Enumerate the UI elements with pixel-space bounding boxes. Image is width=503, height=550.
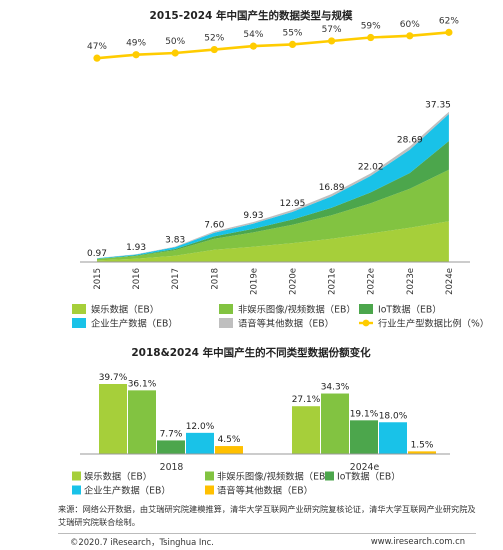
bar — [292, 406, 320, 454]
bar — [99, 384, 127, 454]
total-label: 12.95 — [280, 199, 306, 209]
total-label: 9.93 — [243, 211, 263, 221]
legend-swatch — [72, 318, 86, 328]
bar — [128, 390, 156, 454]
legend-swatch — [205, 485, 214, 495]
ratio-line — [96, 31, 450, 60]
bar-value-label: 1.5% — [411, 440, 434, 450]
bar-value-label: 34.3% — [321, 383, 350, 393]
legend-label: 企业生产数据（EB） — [91, 318, 178, 330]
area-chart: 2015-2024 年中国产生的数据类型与规模 47% 49% 50% 52% 54% 5… — [72, 9, 489, 330]
total-label: 37.35 — [425, 101, 451, 111]
bar-value-label: 4.5% — [218, 435, 241, 445]
ratio-label: 57% — [322, 25, 342, 35]
x-tick-label: 2018 — [210, 268, 220, 290]
footer-divider — [58, 533, 476, 534]
ratio-point — [445, 28, 453, 36]
ratio-point — [210, 45, 218, 54]
bar-value-label: 12.0% — [186, 422, 215, 432]
legend-label: 语音等其他数据（EB） — [217, 485, 313, 497]
ratio-label: 50% — [165, 37, 185, 47]
legend-swatch — [325, 471, 334, 481]
chart-1-title: 2015-2024 年中国产生的数据类型与规模 — [150, 9, 353, 22]
legend-label: 企业生产数据（EB） — [84, 485, 171, 497]
chart-2-title: 2018&2024 年中国产生的不同类型数据份额变化 — [131, 346, 371, 359]
legend-label: 非娱乐图像/视频数据（EB） — [217, 471, 335, 483]
legend-swatch — [219, 318, 233, 328]
legend-swatch — [359, 304, 373, 314]
footer-website: www.iresearch.com.cn — [370, 536, 465, 546]
bar-value-label: 27.1% — [292, 395, 321, 405]
ratio-point — [406, 32, 414, 40]
total-label: 22.02 — [358, 162, 384, 172]
ratio-point — [171, 49, 179, 57]
total-label: 7.60 — [204, 220, 224, 230]
x-tick-label: 2020e — [289, 268, 299, 295]
bar — [215, 446, 243, 454]
bar — [408, 451, 436, 454]
x-tick-label: 2021e — [328, 268, 338, 295]
ratio-point — [93, 54, 101, 62]
total-label: 28.69 — [397, 136, 423, 146]
legend-swatch — [72, 485, 81, 495]
category-label: 2024e — [350, 462, 380, 473]
x-tick-label: 2023e — [406, 268, 416, 295]
bar-value-label: 39.7% — [99, 373, 128, 383]
ratio-point — [367, 33, 375, 42]
area-series-4 — [97, 114, 449, 259]
area-series-1 — [97, 221, 449, 262]
bar-value-label: 7.7% — [160, 429, 183, 439]
legend-swatch — [219, 304, 233, 314]
ratio-label: 47% — [87, 42, 107, 52]
ratio-label: 55% — [282, 28, 302, 38]
bar-value-label: 19.1% — [350, 409, 379, 419]
bar — [186, 432, 214, 454]
x-tick-label: 2016 — [132, 268, 142, 290]
legend-label: IoT数据（EB） — [378, 304, 442, 316]
bar — [321, 393, 349, 454]
ratio-label: 62% — [439, 16, 459, 26]
footer-copyright: ©2020.7 iResearch，Tsinghua Inc. — [70, 537, 214, 547]
x-tick-label: 2022e — [367, 268, 377, 295]
x-tick-label: 2017 — [171, 268, 181, 290]
bar-value-label: 36.1% — [128, 379, 157, 389]
x-tick-label: 2015 — [93, 268, 103, 290]
bar — [350, 420, 378, 454]
ratio-label: 60% — [400, 20, 420, 30]
ratio-label: 52% — [204, 34, 224, 44]
ratio-label: 49% — [126, 39, 146, 49]
legend-label: IoT数据（EB） — [337, 471, 401, 483]
legend-swatch — [205, 471, 214, 481]
ratio-label: 54% — [243, 30, 263, 40]
legend-label: 娱乐数据（EB） — [84, 471, 152, 483]
ratio-point — [328, 37, 336, 45]
legend-swatch — [72, 471, 81, 481]
ratio-point — [132, 51, 140, 59]
source-note: 来源：网络公开数据，由艾瑞研究院建模推算，清华大学互联网产业研究院复核论证，清华… — [58, 504, 476, 527]
legend-point-swatch — [362, 319, 370, 327]
x-tick-label: 2019e — [249, 268, 259, 295]
bar — [157, 440, 185, 454]
bar-value-label: 18.0% — [379, 411, 408, 421]
area-series-2 — [97, 169, 449, 261]
ratio-label: 59% — [361, 22, 381, 32]
area-series-3 — [97, 141, 449, 259]
legend-label: 行业生产型数据比例（%） — [378, 318, 489, 330]
legend-label: 非娱乐图像/视频数据（EB） — [238, 304, 356, 316]
category-label: 2018 — [160, 462, 184, 473]
legend-swatch — [72, 304, 86, 314]
total-label: 3.83 — [165, 236, 185, 246]
x-tick-label: 2024e — [445, 268, 455, 295]
bar — [379, 422, 407, 454]
legend-label: 语音等其他数据（EB） — [238, 318, 334, 330]
bar-chart: 2018&2024 年中国产生的不同类型数据份额变化 39.7%36.1% 7.7… — [72, 346, 450, 497]
legend-label: 娱乐数据（EB） — [91, 304, 159, 316]
total-label: 0.97 — [87, 249, 107, 259]
ratio-point — [288, 40, 297, 49]
total-label: 1.93 — [126, 243, 146, 253]
total-label: 16.89 — [319, 183, 345, 193]
ratio-point — [249, 42, 257, 50]
